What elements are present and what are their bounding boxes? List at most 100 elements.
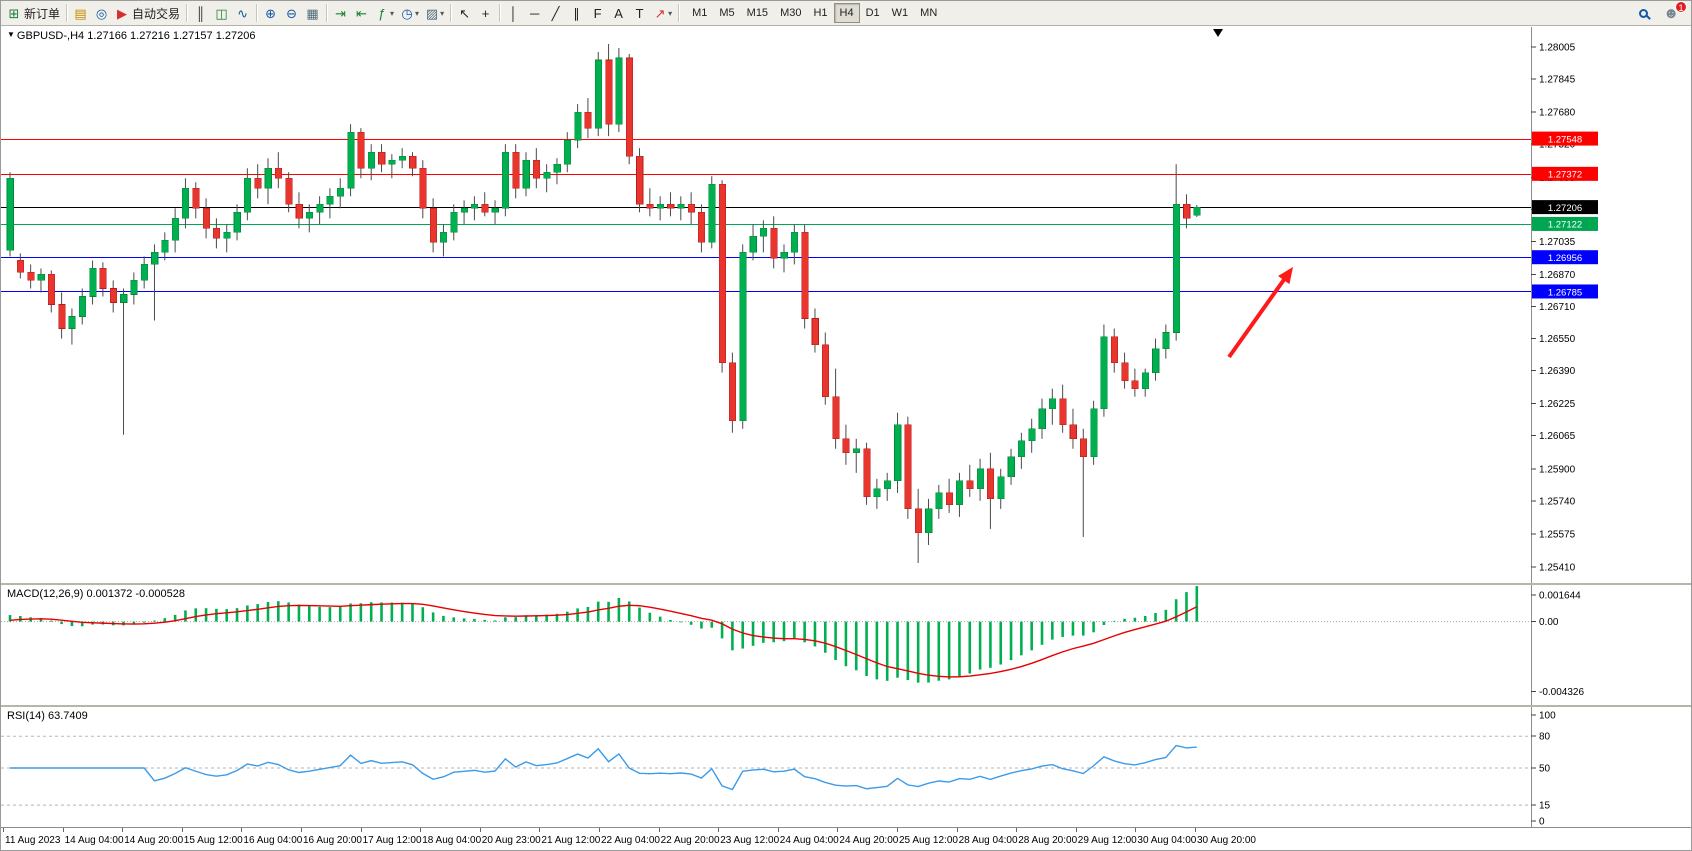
svg-text:0: 0 xyxy=(1539,817,1545,828)
price-scale[interactable] xyxy=(1532,27,1691,583)
crosshair-button[interactable]: + xyxy=(475,3,496,24)
timeframe-button-m30[interactable]: M30 xyxy=(780,7,802,19)
timeframe-button-d1[interactable]: D1 xyxy=(865,7,880,19)
new-order-button[interactable]: ⊞ 新订单 xyxy=(4,3,63,24)
dropdown-arrow-icon: ▾ xyxy=(440,8,445,18)
tile-windows-button[interactable]: ▦ xyxy=(302,3,323,24)
main-chart-canvas: 1.280051.278451.276801.275201.273551.271… xyxy=(1,27,1691,583)
time-label: 15 Aug 12:00 xyxy=(183,835,243,846)
pane-divider-1[interactable] xyxy=(1,583,1691,585)
template-icon: ▨ xyxy=(425,5,439,21)
pane-divider-2[interactable] xyxy=(1,705,1691,707)
svg-text:1.26710: 1.26710 xyxy=(1539,302,1576,313)
profile-button[interactable]: ☻ 1 xyxy=(1660,1,1687,24)
candlestick-series xyxy=(6,43,1201,563)
zoom-out-button[interactable]: ⊖ xyxy=(281,3,302,24)
charts-window-button[interactable]: ▤ xyxy=(70,3,91,24)
arrows-button[interactable]: ↗ ▾ xyxy=(650,3,675,24)
svg-text:1.26550: 1.26550 xyxy=(1539,334,1576,345)
chart-shift-icon: ⇤ xyxy=(356,5,367,21)
macd-pane[interactable]: 0.001644 0.00 -0.004326 MACD(12,26,9) 0.00… xyxy=(1,585,1691,705)
navigator-icon: ◎ xyxy=(95,5,108,21)
vertical-line-icon: │ xyxy=(509,5,518,21)
time-axis[interactable]: 11 Aug 2023 14 Aug 04:00 14 Aug 20:00 15 Au… xyxy=(1,827,1691,850)
time-label: 14 Aug 04:00 xyxy=(64,835,124,846)
main-chart-pane[interactable]: 1.280051.278451.276801.275201.273551.271… xyxy=(1,27,1691,583)
time-tick xyxy=(479,828,481,832)
svg-text:1.25740: 1.25740 xyxy=(1539,496,1576,507)
symbol-period-label: GBPUSD-,H4 xyxy=(16,30,85,42)
time-tick xyxy=(599,828,600,832)
time-tick xyxy=(122,828,124,832)
rsi-label: RSI(14) xyxy=(7,710,45,722)
candlestick-chart-button[interactable]: ◫ xyxy=(211,3,232,24)
time-label: 29 Aug 12:00 xyxy=(1077,835,1137,846)
timeframe-button-m15[interactable]: M15 xyxy=(746,7,769,19)
dropdown-arrow-icon: ▾ xyxy=(390,8,395,18)
cursor-button[interactable]: ↖ xyxy=(454,3,475,24)
time-tick xyxy=(777,828,779,832)
price-label-box xyxy=(1532,250,1598,265)
chart-shift-button[interactable]: ⇤ xyxy=(351,3,372,24)
search-button[interactable] xyxy=(1633,3,1654,24)
timeframe-button-m1[interactable]: M1 xyxy=(692,7,708,19)
svg-text:1.28005: 1.28005 xyxy=(1539,43,1576,54)
fibonacci-icon: F xyxy=(593,5,602,21)
zoom-in-button[interactable]: ⊕ xyxy=(260,3,281,24)
time-label: 22 Aug 04:00 xyxy=(601,835,660,846)
svg-text:1.25900: 1.25900 xyxy=(1539,464,1576,475)
svg-text:1.26225: 1.26225 xyxy=(1539,399,1576,410)
svg-text:80: 80 xyxy=(1539,732,1551,743)
tile-windows-icon: ▦ xyxy=(306,5,319,21)
timeframe-button-w1[interactable]: W1 xyxy=(891,7,909,19)
channel-button[interactable]: ∥ xyxy=(566,3,587,24)
indicators-button[interactable]: ƒ ▾ xyxy=(372,3,397,24)
timeframe-button-h1[interactable]: H1 xyxy=(813,7,828,19)
rsi-pane[interactable]: 100 80 50 15 0 RSI(14) 63.7409 xyxy=(1,707,1691,827)
time-label: 11 Aug 2023 xyxy=(5,835,61,846)
text-button[interactable]: A xyxy=(608,3,629,24)
macd-label: MACD(12,26,9) xyxy=(7,588,84,600)
svg-text:1.26390: 1.26390 xyxy=(1539,366,1576,377)
time-tick xyxy=(897,828,898,832)
indicators-icon: ƒ xyxy=(378,5,386,21)
svg-text:1.27548: 1.27548 xyxy=(1548,134,1582,145)
macd-canvas: 0.001644 0.00 -0.004326 xyxy=(1,585,1584,705)
periods-button[interactable]: ◷ ▾ xyxy=(397,3,422,24)
bar-chart-button[interactable]: ║ xyxy=(190,3,211,24)
chart-window-icon: ▤ xyxy=(74,5,87,21)
time-tick xyxy=(62,828,64,832)
zoom-in-icon: ⊕ xyxy=(265,5,276,21)
vertical-line-button[interactable]: │ xyxy=(503,3,524,24)
chart-window[interactable]: 1.280051.278451.276801.275201.273551.271… xyxy=(1,27,1691,850)
time-tick xyxy=(1075,828,1077,832)
auto-scroll-button[interactable]: ⇥ xyxy=(330,3,351,24)
rsi-value: 63.7409 xyxy=(47,710,88,722)
clock-icon: ◷ xyxy=(401,5,413,21)
toolbar-separator xyxy=(450,4,452,22)
text-label-icon: T xyxy=(635,5,644,21)
time-label: 28 Aug 20:00 xyxy=(1018,835,1078,846)
one-click-collapse-icon[interactable]: ▼ xyxy=(7,30,15,39)
cursor-icon: ↖ xyxy=(459,5,471,21)
fibonacci-button[interactable]: F xyxy=(587,3,608,24)
time-label: 30 Aug 04:00 xyxy=(1137,835,1197,846)
navigator-button[interactable]: ◎ xyxy=(91,3,112,24)
timeframe-button-m5[interactable]: M5 xyxy=(719,7,735,19)
text-label-button[interactable]: T xyxy=(629,3,650,24)
line-chart-button[interactable]: ∿ xyxy=(232,3,253,24)
horizontal-line-button[interactable]: ─ xyxy=(524,3,545,24)
price-label-box xyxy=(1532,166,1598,181)
time-label: 23 Aug 12:00 xyxy=(720,835,780,846)
toolbar-separator xyxy=(66,4,68,22)
trendline-button[interactable]: ╱ xyxy=(545,3,566,24)
auto-trading-button[interactable]: ▶ 自动交易 xyxy=(112,3,183,24)
price-label-box xyxy=(1532,284,1598,299)
timeframe-button-mn[interactable]: MN xyxy=(920,7,938,19)
time-tick xyxy=(301,828,302,832)
templates-button[interactable]: ▨ ▾ xyxy=(422,3,447,24)
timeframe-button-h4[interactable]: H4 xyxy=(833,3,860,23)
svg-text:0.001644: 0.001644 xyxy=(1539,591,1581,602)
rsi-canvas: 100 80 50 15 0 xyxy=(1,707,1556,828)
svg-text:1.27122: 1.27122 xyxy=(1548,220,1582,231)
